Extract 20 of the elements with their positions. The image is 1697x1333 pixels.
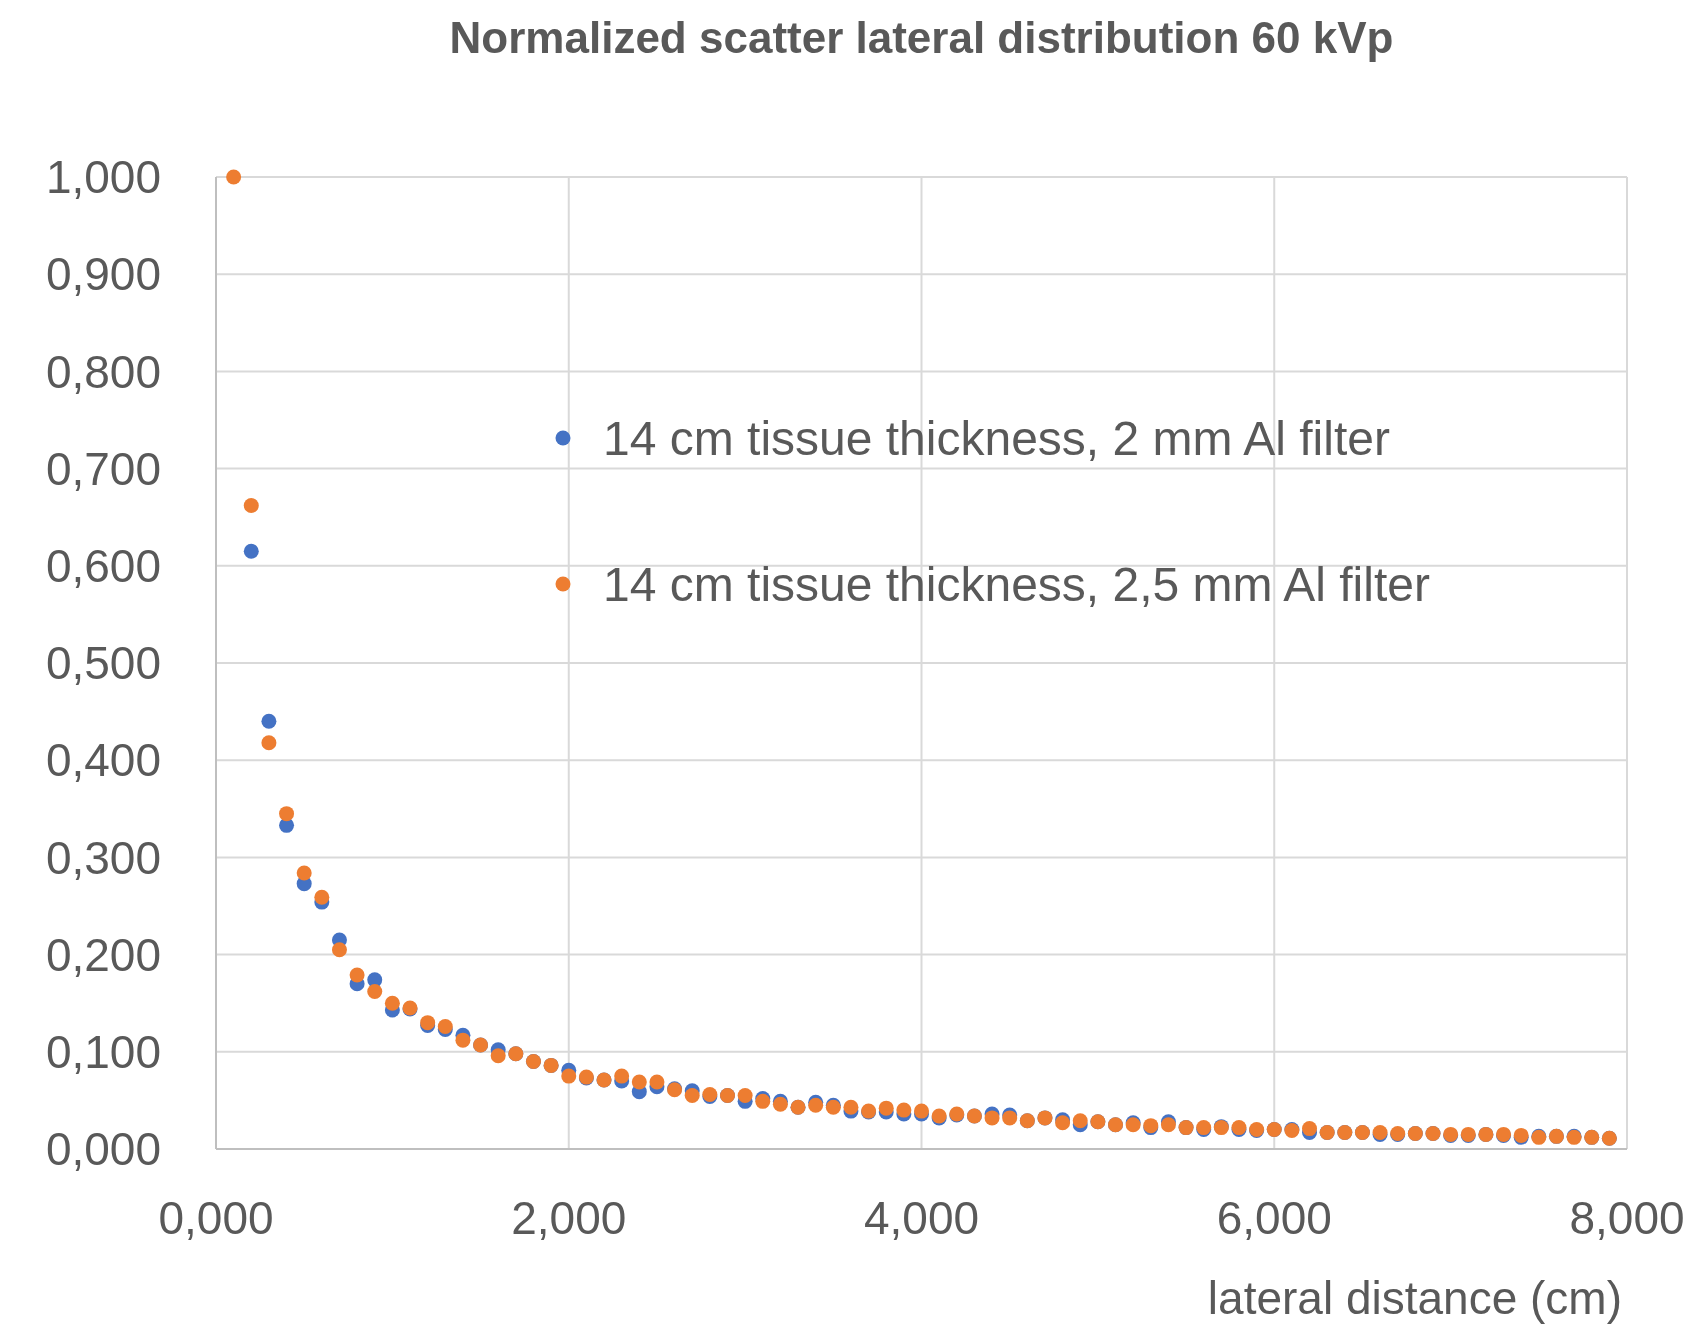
- legend-label: 14 cm tissue thickness, 2,5 mm Al filter: [603, 557, 1430, 611]
- y-tick-label: 0,700: [45, 442, 161, 495]
- y-tick-label: 0,800: [45, 345, 161, 398]
- x-tick-label: 8,000: [1569, 1192, 1685, 1244]
- x-tick-label: 6,000: [1216, 1192, 1332, 1244]
- x-tick-label: 4,000: [863, 1192, 980, 1244]
- y-tick-label: 0,500: [45, 637, 161, 690]
- y-tick-label: 0,400: [45, 734, 161, 787]
- chart-title: Normalized scatter lateral distribution 60 kVp: [449, 13, 1394, 62]
- x-tick-label: 0,000: [158, 1192, 274, 1244]
- y-tick-label: 0,600: [45, 539, 161, 592]
- y-tick-label: 0,300: [45, 831, 161, 884]
- y-tick-label: 0,000: [45, 1123, 161, 1176]
- y-tick-label: 0,200: [45, 928, 161, 981]
- x-axis-title: lateral distance (cm): [1207, 1272, 1622, 1324]
- y-tick-label: 0,100: [45, 1025, 161, 1078]
- x-tick-label: 2,000: [511, 1192, 627, 1244]
- y-tick-label: 0,900: [45, 248, 161, 301]
- legend-label: 14 cm tissue thickness, 2 mm Al filter: [603, 411, 1390, 465]
- y-tick-label: 1,000: [45, 151, 161, 204]
